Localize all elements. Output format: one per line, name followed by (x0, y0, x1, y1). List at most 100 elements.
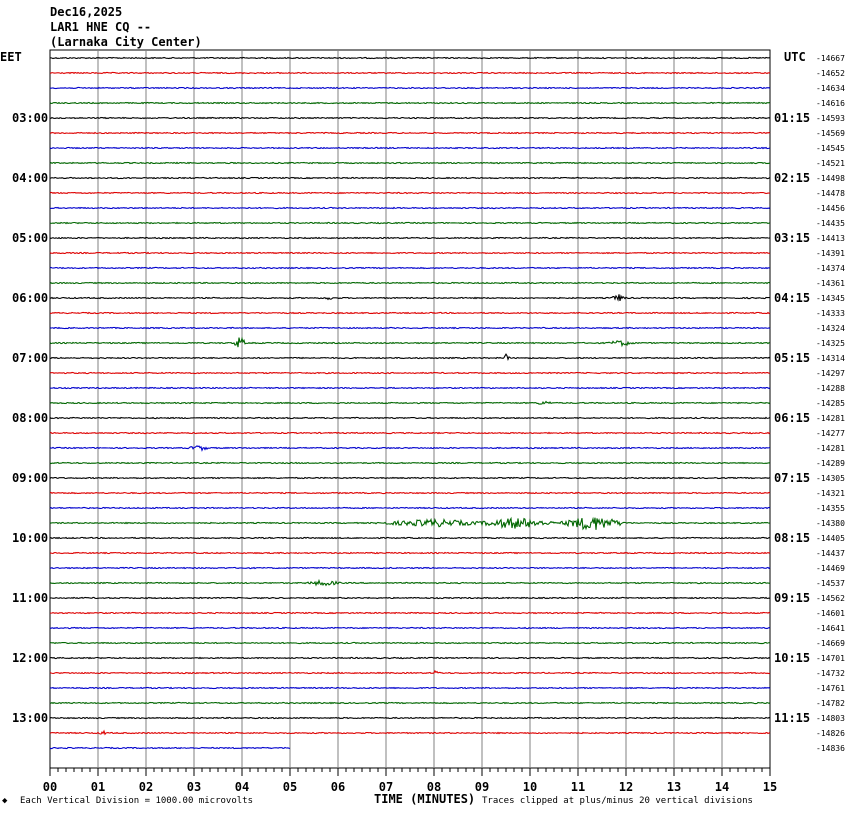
trace-39 (49, 641, 771, 645)
trace-offset-label: -14305 (816, 474, 845, 483)
trace-offset-label: -14498 (816, 174, 845, 183)
trace-28 (49, 476, 771, 480)
x-tick-label: 12 (619, 780, 633, 794)
trace-offset-label: -14361 (816, 279, 845, 288)
trace-25 (49, 431, 771, 435)
trace-4 (49, 116, 771, 120)
trace-3 (49, 101, 771, 105)
left-hour-label: 07:00 (12, 351, 48, 365)
trace-offset-label: -14652 (816, 69, 845, 78)
trace-offset-label: -14803 (816, 714, 845, 723)
trace-5 (49, 131, 771, 135)
trace-12 (49, 236, 771, 240)
right-hour-label: 07:15 (774, 471, 810, 485)
right-timezone-label: UTC (784, 50, 806, 64)
trace-offset-label: -14324 (816, 324, 845, 333)
trace-offset-label: -14277 (816, 429, 845, 438)
trace-offset-label: -14569 (816, 129, 845, 138)
trace-22 (49, 386, 771, 390)
trace-11 (49, 221, 771, 225)
trace-20 (49, 353, 771, 362)
date-label: Dec16,2025 (50, 5, 123, 19)
trace-16 (49, 294, 771, 302)
trace-offset-label: -14374 (816, 264, 845, 273)
trace-14 (49, 266, 771, 270)
x-tick-label: 11 (571, 780, 585, 794)
x-tick-label: 10 (523, 780, 537, 794)
trace-offset-label: -14355 (816, 504, 845, 513)
left-hour-label: 04:00 (12, 171, 48, 185)
trace-offset-label: -14435 (816, 219, 845, 228)
trace-44 (49, 716, 771, 720)
left-hour-label: 06:00 (12, 291, 48, 305)
trace-offset-label: -14405 (816, 534, 845, 543)
trace-offset-label: -14391 (816, 249, 845, 258)
trace-offset-label: -14289 (816, 459, 845, 468)
trace-17 (49, 311, 771, 315)
trace-offset-label: -14593 (816, 114, 845, 123)
trace-offset-label: -14836 (816, 744, 845, 753)
trace-45 (49, 729, 771, 736)
trace-38 (49, 626, 771, 630)
trace-6 (49, 146, 771, 150)
trace-offset-label: -14325 (816, 339, 845, 348)
right-hour-label: 01:15 (774, 111, 810, 125)
trace-offset-label: -14545 (816, 144, 845, 153)
location-label: (Larnaka City Center) (50, 35, 202, 49)
trace-19 (49, 336, 771, 348)
trace-34 (49, 566, 771, 570)
trace-7 (49, 161, 771, 165)
trace-33 (49, 551, 771, 555)
trace-30 (49, 506, 771, 510)
x-tick-label: 15 (763, 780, 777, 794)
trace-offset-label: -14478 (816, 189, 845, 198)
trace-offset-label: -14782 (816, 699, 845, 708)
left-hour-label: 13:00 (12, 711, 48, 725)
trace-offset-label: -14761 (816, 684, 845, 693)
trace-offset-label: -14601 (816, 609, 845, 618)
x-tick-label: 02 (139, 780, 153, 794)
right-hour-label: 06:15 (774, 411, 810, 425)
trace-offset-label: -14562 (816, 594, 845, 603)
left-hour-label: 09:00 (12, 471, 48, 485)
plot-frame (49, 49, 771, 769)
left-hour-label: 12:00 (12, 651, 48, 665)
x-tick-label: 05 (283, 780, 297, 794)
trace-9 (49, 191, 771, 195)
trace-29 (49, 491, 771, 495)
right-hour-label: 03:15 (774, 231, 810, 245)
x-tick-label: 03 (187, 780, 201, 794)
x-tick-label: 04 (235, 780, 249, 794)
trace-8 (49, 176, 771, 180)
trace-offset-label: -14285 (816, 399, 845, 408)
trace-21 (49, 371, 771, 375)
trace-31 (49, 516, 771, 531)
trace-26 (49, 445, 771, 452)
right-hour-label: 09:15 (774, 591, 810, 605)
trace-offset-label: -14413 (816, 234, 845, 243)
trace-32 (49, 536, 771, 540)
trace-offset-label: -14616 (816, 99, 845, 108)
trace-offset-label: -14537 (816, 579, 845, 588)
left-hour-label: 05:00 (12, 231, 48, 245)
trace-41 (49, 669, 771, 675)
trace-2 (49, 86, 771, 90)
trace-46 (49, 746, 291, 750)
left-hour-label: 08:00 (12, 411, 48, 425)
left-hour-label: 10:00 (12, 531, 48, 545)
trace-offset-label: -14732 (816, 669, 845, 678)
trace-1 (49, 71, 771, 75)
x-tick-label: 09 (475, 780, 489, 794)
trace-0 (49, 56, 771, 60)
x-tick-label: 13 (667, 780, 681, 794)
trace-offset-label: -14380 (816, 519, 845, 528)
right-hour-label: 02:15 (774, 171, 810, 185)
trace-offset-label: -14456 (816, 204, 845, 213)
station-label: LAR1 HNE CQ -- (50, 20, 152, 34)
trace-offset-label: -14437 (816, 549, 845, 558)
trace-24 (49, 416, 771, 420)
trace-offset-label: -14314 (816, 354, 845, 363)
trace-offset-label: -14469 (816, 564, 845, 573)
footer-icon: ◆ (2, 796, 8, 806)
left-hour-label: 03:00 (12, 111, 48, 125)
